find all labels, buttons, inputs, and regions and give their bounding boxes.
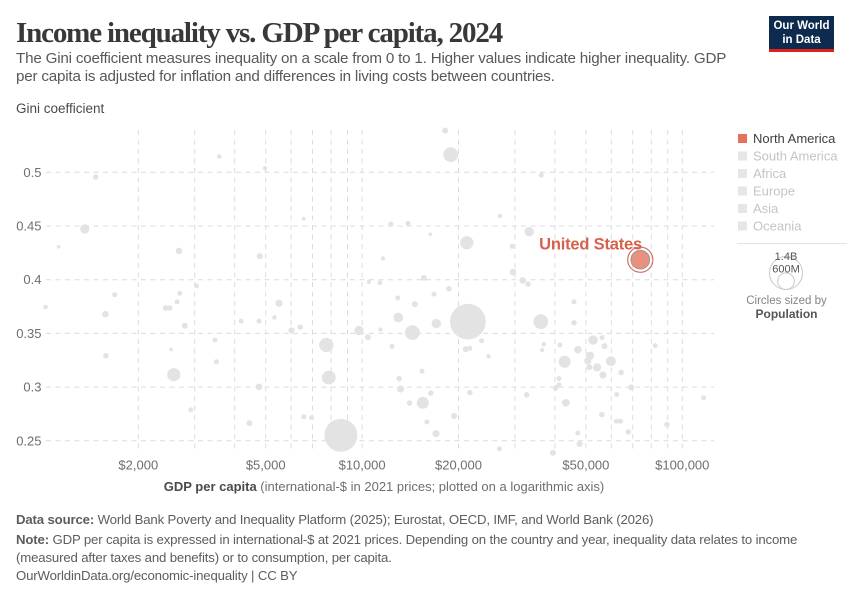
svg-text:0.5: 0.5 — [23, 165, 41, 180]
svg-text:Asia: Asia — [753, 201, 779, 216]
svg-text:$50,000: $50,000 — [562, 458, 609, 473]
svg-text:Circles sized by: Circles sized by — [746, 295, 827, 307]
svg-text:North America: North America — [753, 131, 836, 146]
svg-text:0.45: 0.45 — [16, 219, 41, 234]
svg-text:0.35: 0.35 — [16, 326, 41, 341]
svg-text:Population: Population — [756, 307, 818, 321]
svg-text:South America: South America — [753, 149, 838, 164]
svg-text:Oceania: Oceania — [753, 219, 802, 234]
svg-text:$20,000: $20,000 — [435, 458, 482, 473]
svg-text:$10,000: $10,000 — [339, 458, 386, 473]
svg-text:United States: United States — [539, 236, 642, 254]
svg-text:$2,000: $2,000 — [118, 458, 158, 473]
svg-text:0.3: 0.3 — [23, 380, 41, 395]
svg-text:0.4: 0.4 — [23, 272, 41, 287]
svg-text:600M: 600M — [772, 264, 800, 276]
svg-text:Africa: Africa — [753, 166, 787, 181]
svg-text:0.25: 0.25 — [16, 433, 41, 448]
svg-text:Europe: Europe — [753, 184, 795, 199]
svg-text:$5,000: $5,000 — [246, 458, 286, 473]
svg-text:$100,000: $100,000 — [655, 458, 709, 473]
svg-text:1.4B: 1.4B — [775, 251, 798, 263]
